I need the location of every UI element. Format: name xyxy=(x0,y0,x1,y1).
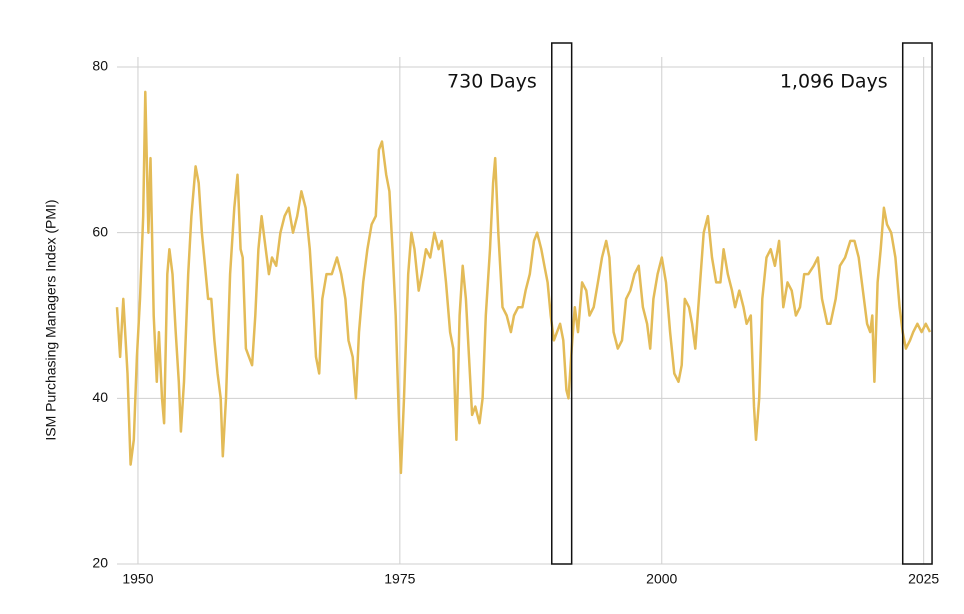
x-tick-label: 2000 xyxy=(646,571,677,587)
x-tick-label: 2025 xyxy=(908,571,939,587)
annotation: 1,096 Days xyxy=(780,71,888,93)
y-tick-label: 60 xyxy=(92,223,108,239)
annotation: 730 Days xyxy=(447,71,537,93)
y-tick-label: 40 xyxy=(92,389,108,405)
highlight-box xyxy=(901,42,933,565)
x-tick-label: 1950 xyxy=(122,571,153,587)
highlight-box xyxy=(551,42,573,565)
x-tick-label: 1975 xyxy=(384,571,415,587)
y-tick-label: 20 xyxy=(92,555,108,571)
y-tick-label: 80 xyxy=(92,58,108,74)
y-axis-label: ISM Purchasing Managers Index (PMI) xyxy=(43,199,59,440)
data-line xyxy=(115,90,932,475)
